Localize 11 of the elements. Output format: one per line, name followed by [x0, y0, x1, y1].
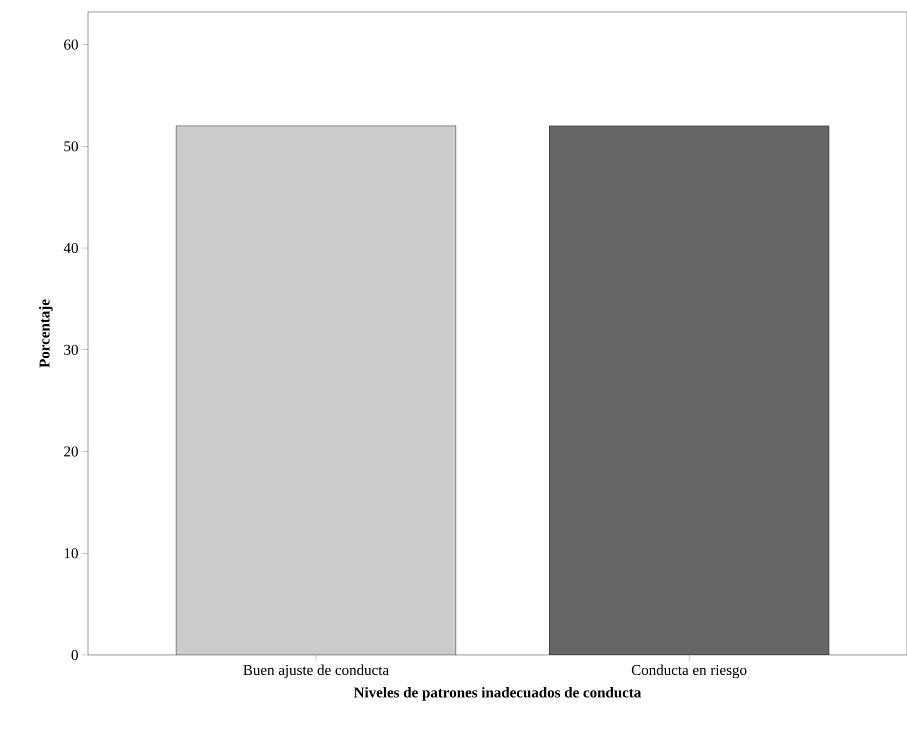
y-tick-label: 0 — [72, 650, 78, 660]
x-tick-label: Conducta en riesgo — [632, 664, 746, 678]
y-axis-title: Porcentaje — [39, 299, 53, 368]
y-tick-label: 60 — [64, 39, 78, 50]
x-axis-title: Niveles de patrones inadecuados de conducta — [354, 686, 642, 701]
y-tick-label: 10 — [64, 548, 78, 558]
y-tick-label: 40 — [64, 242, 78, 254]
x-tick-label: Buen ajuste de conducta — [243, 664, 389, 678]
y-tick-label: 30 — [64, 344, 78, 355]
y-tick-label: 20 — [64, 446, 78, 457]
y-tick-label: 50 — [64, 141, 78, 152]
